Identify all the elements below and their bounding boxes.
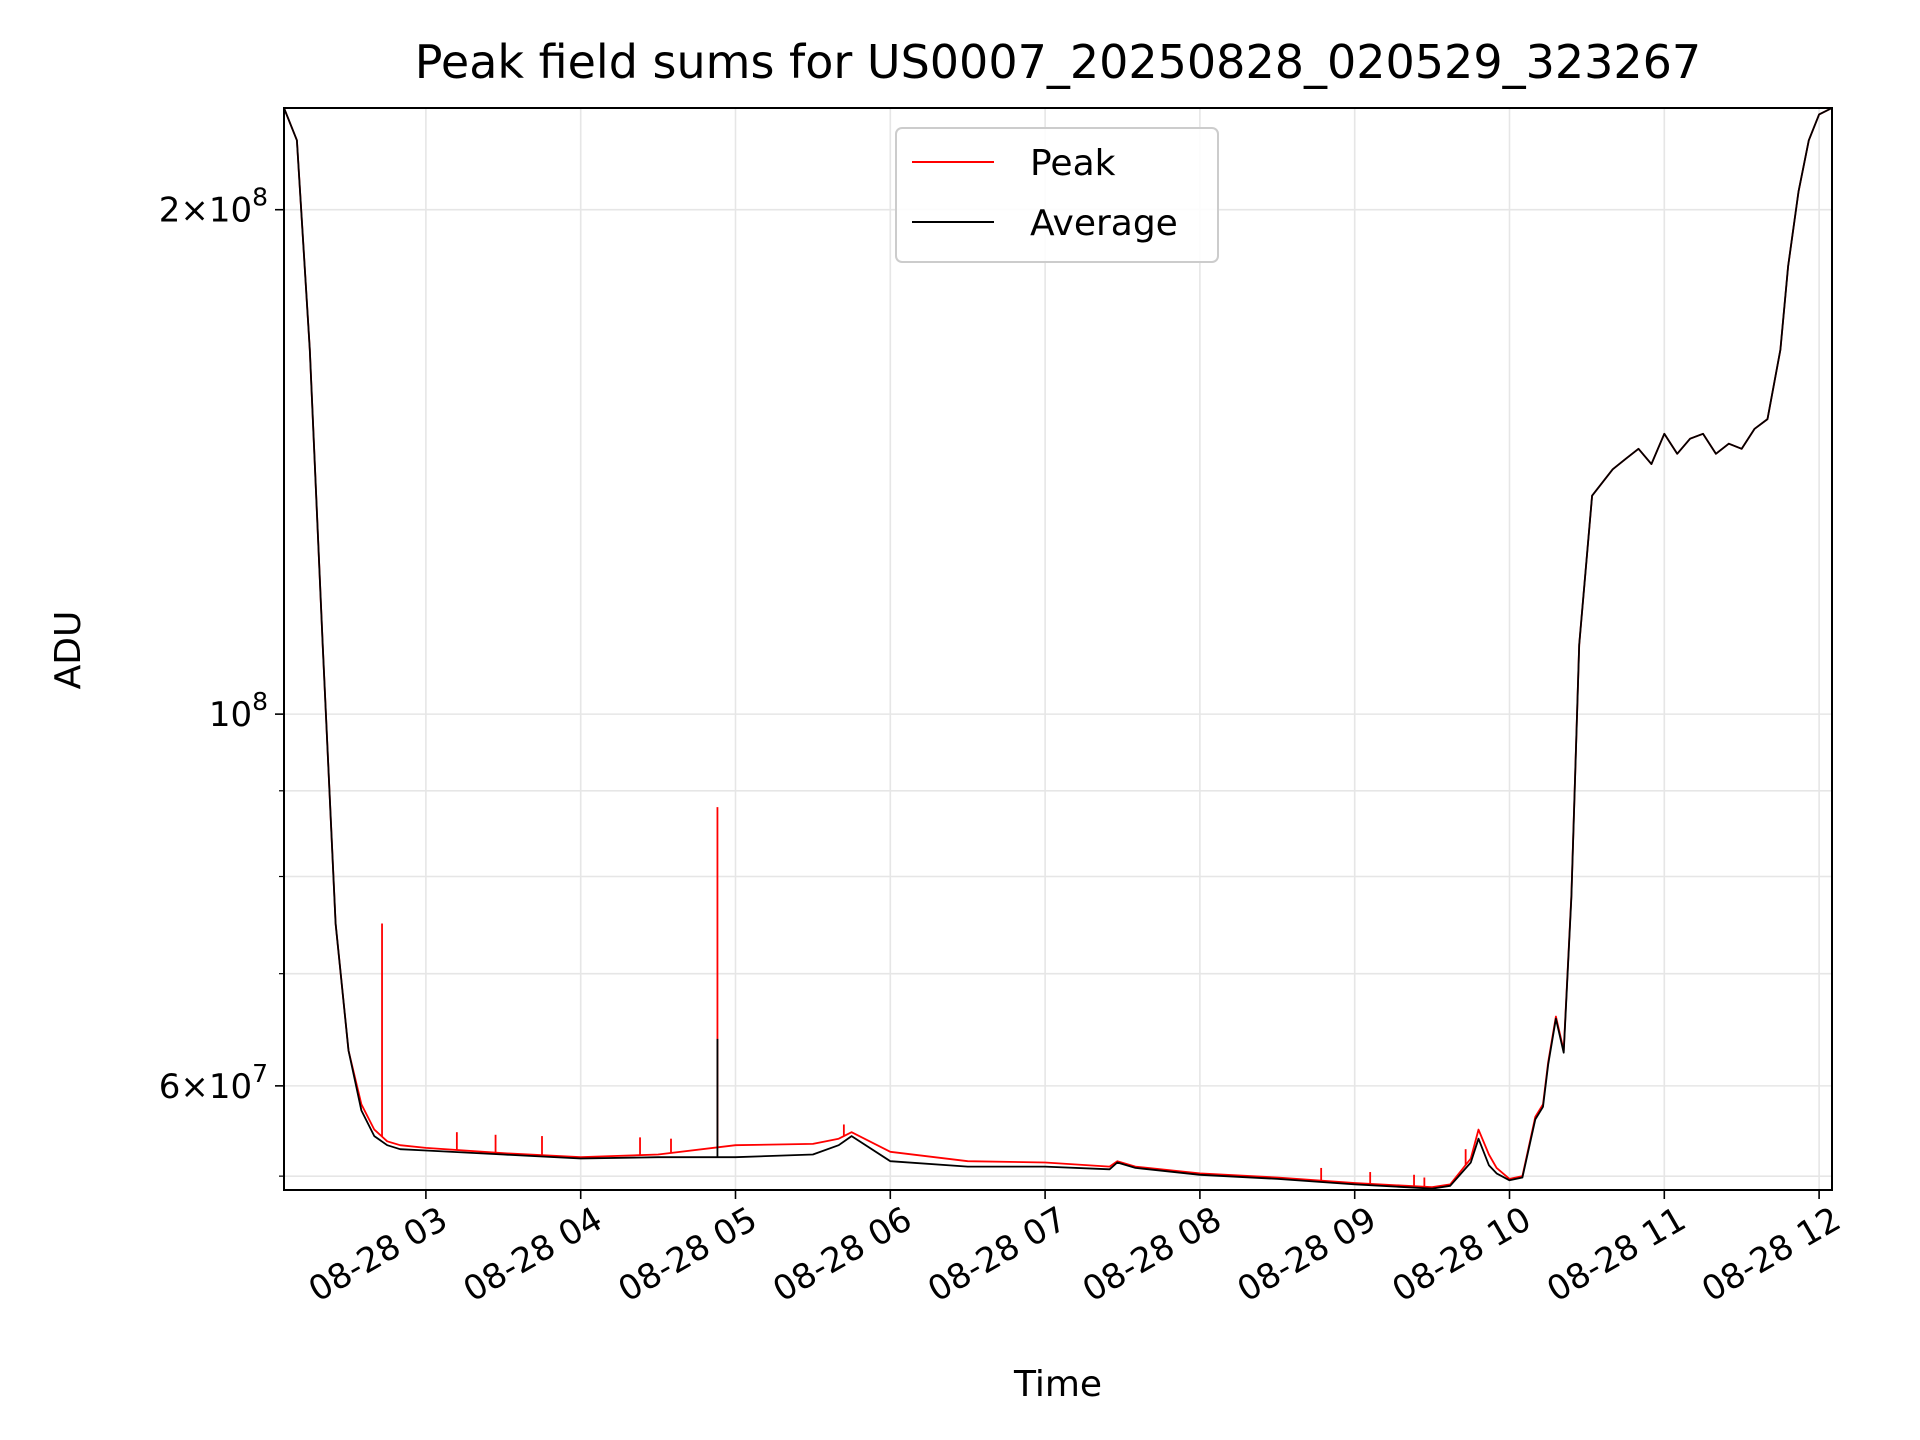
series-group <box>283 107 1833 1190</box>
grid <box>284 108 1832 1190</box>
y-axis-label: ADU <box>48 611 89 690</box>
chart-title: Peak field sums for US0007_20250828_0205… <box>415 35 1701 89</box>
y-tick-label: 6×107 <box>159 1059 268 1107</box>
y-axis: 6×107 108 2×108 <box>159 183 284 1177</box>
y-tick-label: 2×108 <box>159 183 268 231</box>
y-tick-label: 108 <box>209 687 268 735</box>
legend-label-average: Average <box>1030 203 1178 244</box>
legend: Peak Average <box>895 127 1219 263</box>
plot-frame <box>283 107 1833 1191</box>
legend-label-peak: Peak <box>1030 143 1116 184</box>
series-line-average <box>283 107 1833 1190</box>
x-axis-label: Time <box>1013 1364 1102 1405</box>
